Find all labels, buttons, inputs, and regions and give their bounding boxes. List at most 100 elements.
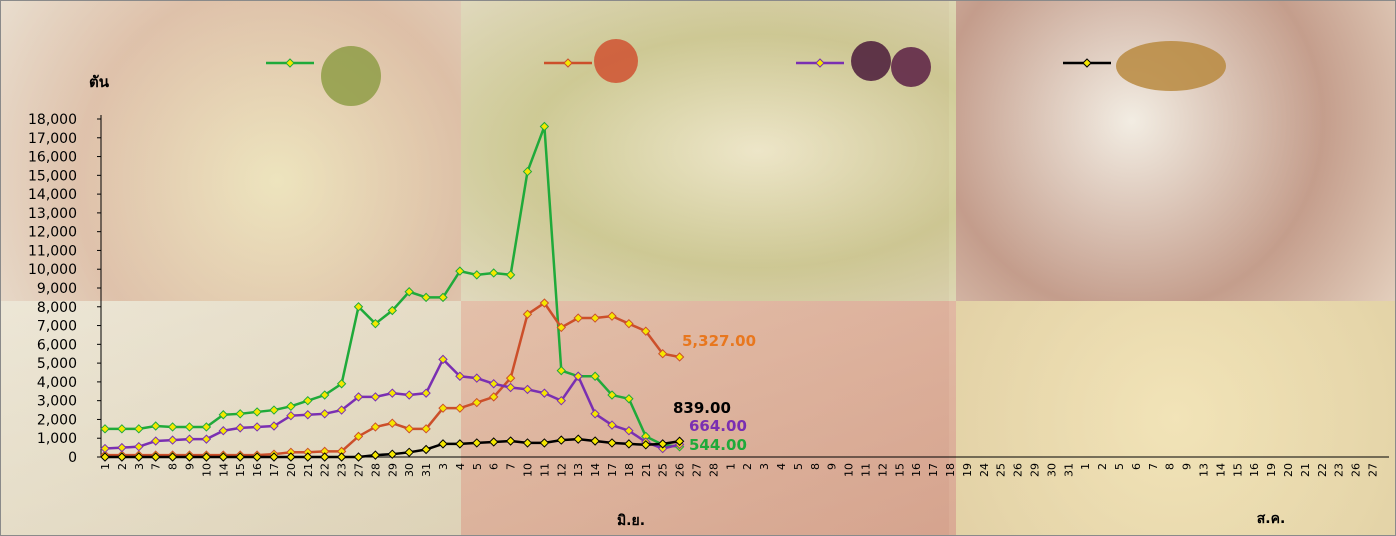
x-tick-label: 19: [961, 463, 974, 477]
x-tick-label: 27: [353, 463, 366, 477]
x-tick-label: 23: [336, 463, 349, 477]
data-point: [439, 440, 447, 448]
x-tick-label: 28: [707, 463, 720, 477]
data-point: [152, 437, 160, 445]
data-point: [608, 439, 616, 447]
x-tick-label: 14: [217, 463, 230, 477]
x-tick-label: 2: [1096, 463, 1109, 470]
x-tick-label: 25: [657, 463, 670, 477]
series-line: [105, 127, 680, 447]
data-point: [101, 425, 109, 433]
x-tick-label: 3: [133, 463, 146, 470]
y-axis-label: ตัน: [89, 73, 110, 91]
x-tick-label: 27: [691, 463, 704, 477]
x-tick-label: 29: [386, 463, 399, 477]
x-tick-label: 20: [285, 463, 298, 477]
data-point: [388, 419, 396, 427]
x-tick-label: 14: [1214, 463, 1227, 477]
x-tick-label: 8: [167, 463, 180, 470]
data-point: [405, 425, 413, 433]
x-tick-label: 18: [623, 463, 636, 477]
x-tick-label: 3: [437, 463, 450, 470]
x-tick-label: 15: [234, 463, 247, 477]
x-tick-label: 30: [1045, 463, 1058, 477]
x-tick-label: 12: [555, 463, 568, 477]
x-tick-label: 10: [522, 463, 535, 477]
data-point: [118, 425, 126, 433]
x-tick-label: 25: [995, 463, 1008, 477]
legend-icon: [1116, 41, 1226, 91]
data-point: [524, 168, 532, 176]
data-point: [524, 385, 532, 393]
y-tick-label: 12,000: [28, 225, 77, 241]
data-point: [304, 411, 312, 419]
x-tick-label: 14: [589, 463, 602, 477]
data-label: 664.00: [689, 417, 747, 435]
data-point: [540, 123, 548, 131]
y-tick-label: 1,000: [37, 431, 77, 447]
data-point: [169, 423, 177, 431]
x-tick-label: 1: [99, 463, 112, 470]
data-point: [253, 423, 261, 431]
x-tick-label: 10: [843, 463, 856, 477]
data-point: [557, 367, 565, 375]
y-tick-label: 7,000: [37, 319, 77, 335]
y-tick-label: 18,000: [28, 112, 77, 128]
data-point: [422, 389, 430, 397]
x-tick-label: 21: [302, 463, 315, 477]
y-tick-label: 9,000: [37, 281, 77, 297]
data-point: [564, 59, 572, 67]
data-point: [321, 453, 329, 461]
data-point: [236, 424, 244, 432]
data-point: [490, 438, 498, 446]
y-tick-label: 14,000: [28, 187, 77, 203]
data-point: [304, 397, 312, 405]
x-tick-label: 28: [369, 463, 382, 477]
x-tick-label: 9: [1181, 463, 1194, 470]
data-point: [473, 271, 481, 279]
x-group-label: ส.ค.: [1257, 511, 1286, 527]
x-tick-label: 21: [1299, 463, 1312, 477]
data-point: [405, 391, 413, 399]
x-tick-label: 5: [471, 463, 484, 470]
x-tick-label: 29: [1029, 463, 1042, 477]
y-tick-label: 6,000: [37, 337, 77, 353]
data-point: [574, 435, 582, 443]
data-point: [625, 320, 633, 328]
x-tick-label: 24: [978, 463, 991, 477]
y-tick-label: 15,000: [28, 168, 77, 184]
x-tick-label: 7: [150, 463, 163, 470]
x-tick-label: 15: [1231, 463, 1244, 477]
x-tick-label: 1: [1079, 463, 1092, 470]
x-tick-label: 31: [420, 463, 433, 477]
data-point: [1083, 59, 1091, 67]
x-tick-label: 13: [572, 463, 585, 477]
data-point: [507, 384, 515, 392]
y-tick-label: 3,000: [37, 394, 77, 410]
data-point: [540, 439, 548, 447]
x-tick-label: 2: [116, 463, 129, 470]
data-point: [186, 423, 194, 431]
data-point: [456, 440, 464, 448]
x-tick-label: 26: [1012, 463, 1025, 477]
x-tick-label: 16: [251, 463, 264, 477]
x-tick-label: 15: [893, 463, 906, 477]
x-group-label: มิ.ย.: [617, 513, 645, 529]
data-point: [219, 427, 227, 435]
x-tick-label: 4: [775, 463, 788, 470]
x-tick-label: 6: [1130, 463, 1143, 470]
data-point: [152, 422, 160, 430]
data-point: [236, 410, 244, 418]
x-tick-label: 19: [1265, 463, 1278, 477]
data-point: [422, 445, 430, 453]
data-point: [286, 59, 294, 67]
data-point: [253, 408, 261, 416]
x-tick-label: 9: [826, 463, 839, 470]
y-tick-label: 8,000: [37, 300, 77, 316]
data-point: [135, 443, 143, 451]
x-tick-label: 1: [724, 463, 737, 470]
data-point: [816, 59, 824, 67]
x-tick-label: 22: [1316, 463, 1329, 477]
series-line: [105, 359, 680, 448]
x-tick-label: 27: [1367, 463, 1380, 477]
